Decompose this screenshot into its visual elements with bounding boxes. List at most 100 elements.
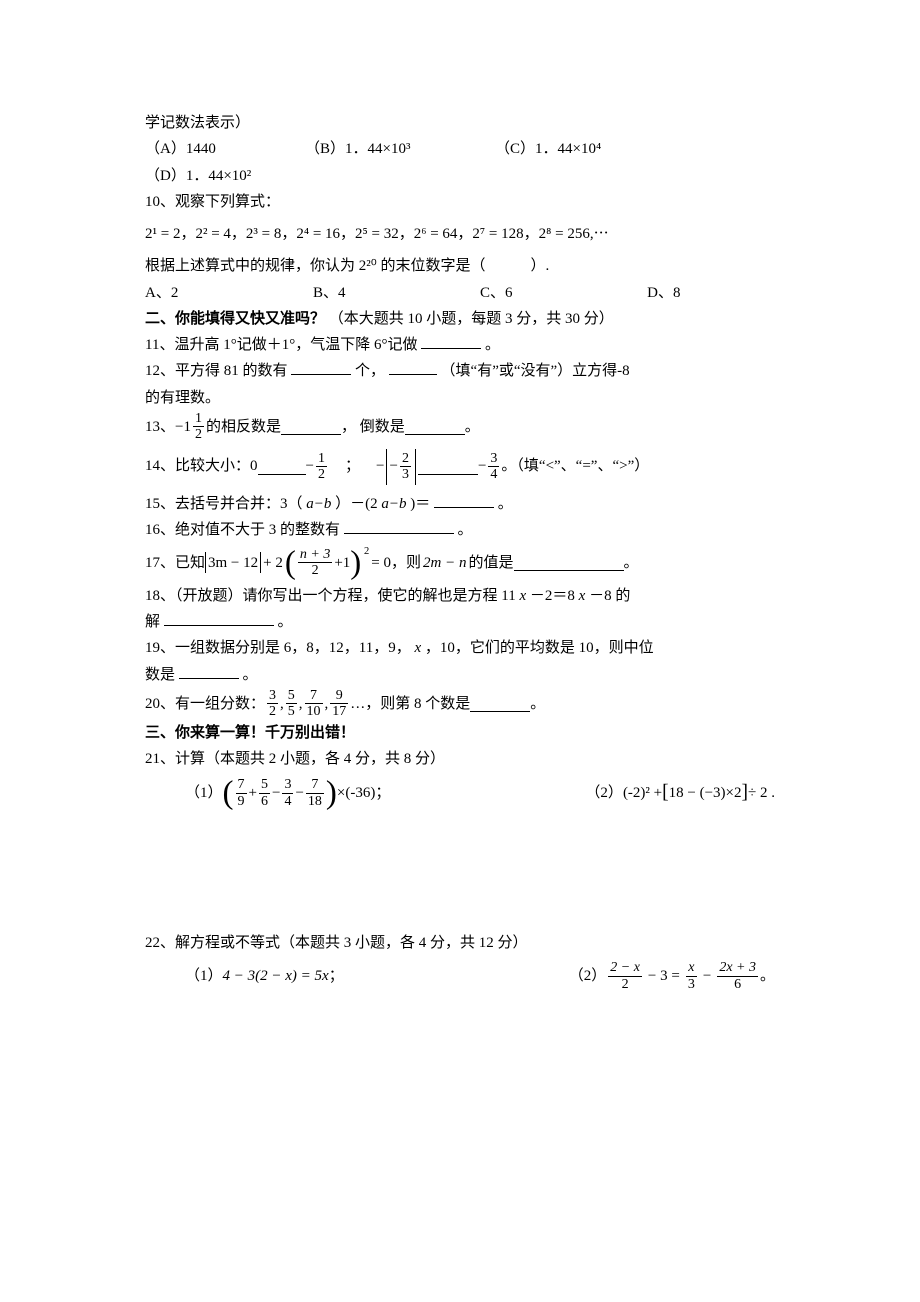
q10-opt-c[interactable]: C、6 [480,280,513,306]
minus3eq: − 3 = [648,963,680,989]
q15d: 。 [498,496,513,512]
q12-line1: 12、平方得 81 的数有 个， （填“有”或“没有”）立方得-8 [145,358,775,384]
plus: + [249,780,257,806]
q15c: )＝ [410,496,430,512]
num: 5 [286,688,297,704]
num: 3 [267,688,278,704]
q12a: 12、平方得 81 的数有 [145,363,288,379]
den: 4 [488,467,499,482]
q16end: 。 [458,522,473,538]
q20-blank[interactable] [470,696,530,712]
q12-blank1[interactable] [291,359,351,375]
q19-blank[interactable] [179,663,239,679]
q13d: 。 [465,414,480,440]
q11-blank[interactable] [421,333,481,349]
q17d: 。 [624,550,639,576]
x1: x [519,588,526,604]
q10-intro: 10、观察下列算式： [145,189,775,215]
frac-n3-2: n + 3 2 [296,547,334,579]
q11-text: 11、温升高 1°记做＋1°，气温下降 6°记做 [145,337,417,353]
section2-title: 二、你能填得又快又准吗？ [145,311,325,327]
num: 1 [316,451,327,467]
f3-2: 32 [265,688,280,720]
q22-2-tail: 。 [760,963,775,989]
num: 7 [305,688,323,704]
q21-header: 21、计算（本题共 2 小题，各 4 分，共 8 分） [145,746,775,772]
sq: 2 [364,543,369,561]
q17b: ，则 [391,550,421,576]
q16-blank[interactable] [344,518,454,534]
q21-2-inner: 18 − (−3)×2 [669,780,742,806]
q9-opt-c[interactable]: （C）1．44×10⁴ [495,136,655,162]
q14-blank2[interactable] [418,459,478,475]
workspace-spacer [145,810,775,930]
den: 6 [717,977,758,992]
q22-row: （1） 4 − 3(2 − x) = 5x ； （2） 2 − x2 − 3 =… [145,960,775,992]
f-2mx-2: 2 − x2 [606,960,644,992]
den: 3 [400,467,411,482]
q11-end: 。 [485,337,500,353]
q13-blank2[interactable] [405,419,465,435]
q15b: ）－(2 [335,496,378,512]
q15-blank[interactable] [434,492,494,508]
f5-6: 56 [257,777,272,809]
q12-blank2[interactable] [389,359,437,375]
q18-line2: 解 。 [145,609,775,635]
q9-opt-a[interactable]: （A）1440 [145,136,275,162]
minus: − [272,780,280,806]
den: 3 [686,977,697,992]
plus2: + 2 [263,550,283,576]
frac-3-4: 3 4 [486,451,501,483]
q20b: …，则第 8 个数是 [350,691,470,717]
num: 7 [306,777,324,793]
f3-4b: 34 [280,777,295,809]
q18b: －2＝8 [530,588,575,604]
q18e: 。 [278,614,293,630]
num: 2x + 3 [717,960,758,976]
q12-line2: 的有理数。 [145,385,775,411]
den: 10 [305,704,323,719]
num: n + 3 [298,547,332,563]
q14-blank1[interactable] [258,459,306,475]
num: 9 [330,688,348,704]
q21-row: （1） ( 79 + 56 − 34 − 718 ) ×(-36)； （2） (… [145,776,775,810]
q10-powers: 2¹ = 2，2² = 4，2³ = 8，2⁴ = 16，2⁵ = 32，2⁶ … [145,221,775,247]
q13a: 13、 [145,414,175,440]
q9-options: （A）1440 （B）1．44×10³ （C）1．44×10⁴ （D）1．44×… [145,136,775,189]
q14c: 。（填“<”、“=”、“>”） [501,453,649,479]
q21-2: （2） (-2)² + [ 18 − (−3)×2 ] ÷ 2 . [585,776,775,810]
num: 2 [400,451,411,467]
num: 3 [282,777,293,793]
q10-opt-d[interactable]: D、8 [647,280,680,306]
q13-mixed: −1 1 2 [175,411,206,443]
den: 2 [193,427,204,442]
q10-ask-mid: 2²⁰ [359,258,377,274]
abs-3m-12: 3m − 12 [205,552,261,573]
minus: − [389,453,397,479]
q21-2-a: (-2)² + [623,780,662,806]
section2-header: 二、你能填得又快又准吗？ （本大题共 10 小题，每题 3 分，共 30 分） [145,306,775,332]
num: x [686,960,697,976]
q12c: （填“有”或“没有”）立方得-8 [441,363,630,379]
q10-opt-a[interactable]: A、2 [145,280,178,306]
q13-blank1[interactable] [281,419,341,435]
q18-blank[interactable] [164,610,274,626]
minus: − [703,963,711,989]
q21-1-tail: ×(-36)； [337,780,390,806]
q13c: ， 倒数是 [341,414,405,440]
q22-header: 22、解方程或不等式（本题共 3 小题，各 4 分，共 12 分） [145,930,775,956]
q10-ask-post: 的末位数字是（ ）. [381,258,550,274]
q9-opt-d[interactable]: （D）1．44×10² [145,163,251,189]
q10-ask-pre: 根据上述算式中的规律，你认为 [145,258,355,274]
q17-blank[interactable] [514,555,624,571]
q10-opt-b[interactable]: B、4 [313,280,346,306]
q13: 13、 −1 1 2 的相反数是 ， 倒数是 。 [145,411,775,443]
q19d: 。 [243,667,258,683]
f7-10: 710 [303,688,325,720]
q18-line1: 18、（开放题）请你写出一个方程，使它的解也是方程 11 x －2＝8 x －8… [145,583,775,609]
q9-opt-b[interactable]: （B）1．44×10³ [305,136,465,162]
den: 2 [608,977,642,992]
q15a: 15、去括号并合并：3（ [145,496,303,512]
q20a: 20、有一组分数： [145,691,265,717]
2m-n: 2m − n [423,550,466,576]
